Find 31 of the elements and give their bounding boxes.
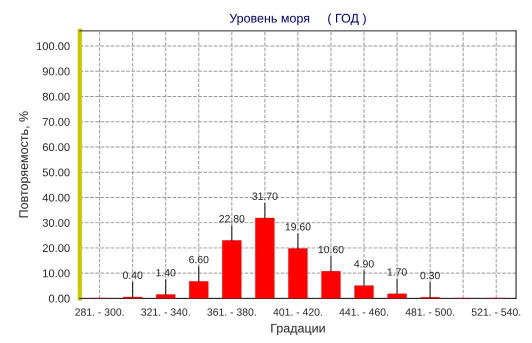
- data-label: 31.70: [252, 192, 278, 200]
- y-tick-label: 60.00: [42, 143, 70, 152]
- y-tick-label: 100.00: [36, 42, 70, 50]
- data-label: 10.60: [318, 246, 344, 254]
- x-tick-label: 401. - 420.: [273, 308, 322, 316]
- data-label: 4.90: [354, 260, 374, 268]
- y-tick-label: 20.00: [42, 244, 70, 252]
- data-label: 22.80: [219, 215, 244, 222]
- x-tick-label: 441. - 460.: [339, 308, 388, 316]
- data-label: 0.40: [122, 272, 142, 279]
- y-tick-label: 80.00: [42, 92, 70, 101]
- y-tick-label: 70.00: [42, 118, 70, 126]
- data-label: 1.70: [388, 268, 407, 276]
- data-label: 1.40: [156, 269, 176, 276]
- data-label: 6.60: [189, 256, 209, 264]
- chart-title: Уровень моря ( ГОД ): [230, 13, 366, 26]
- y-tick-label: 40.00: [42, 194, 70, 202]
- data-label: 19.60: [286, 223, 311, 230]
- x-tick-label: 281. - 300.: [75, 308, 124, 316]
- x-tick-label: 361. - 380.: [207, 308, 256, 316]
- y-tick-label: 50.00: [42, 168, 70, 176]
- x-tick-label: 321. - 340.: [141, 308, 190, 316]
- y-tick-label: 10.00: [43, 269, 70, 278]
- y-tick-label: 30.00: [42, 218, 70, 227]
- y-tick-label: 0.00: [48, 294, 70, 303]
- data-label: 0.30: [420, 272, 440, 280]
- x-tick-label: 521. - 540.: [472, 308, 520, 316]
- y-tick-label: 90.00: [42, 68, 70, 76]
- x-axis-title: Градации: [271, 324, 325, 336]
- y-axis-title: Повторяемость, %: [19, 111, 31, 218]
- x-tick-label: 481. - 500.: [405, 308, 454, 316]
